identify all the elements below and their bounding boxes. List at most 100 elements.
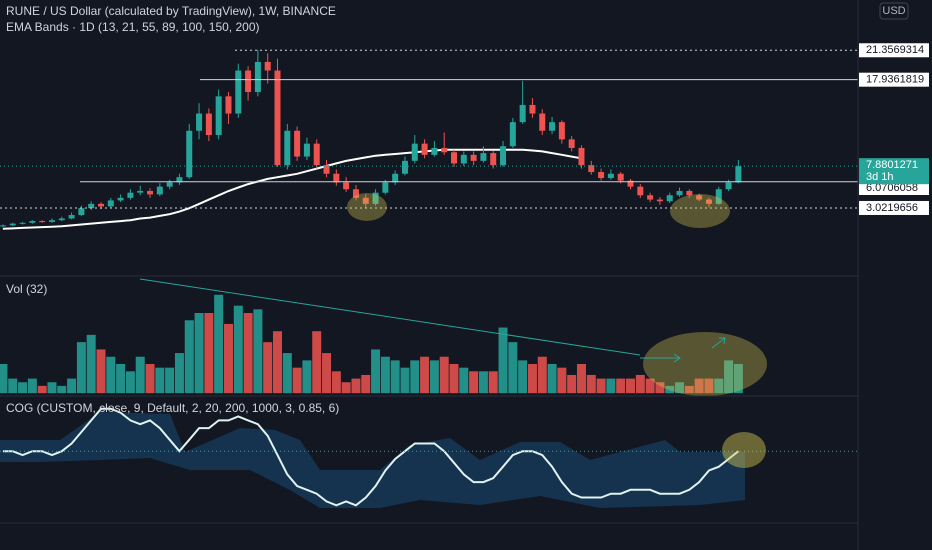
candle-body bbox=[500, 146, 507, 166]
trend-line bbox=[139, 278, 641, 356]
volume-bar bbox=[557, 367, 567, 394]
volume-bar bbox=[508, 342, 518, 394]
volume-bar bbox=[76, 342, 86, 394]
candle-body bbox=[323, 165, 330, 174]
volume-bar bbox=[733, 364, 743, 394]
candle-body bbox=[490, 153, 497, 166]
volume-bar bbox=[420, 356, 430, 394]
candle-body bbox=[431, 147, 438, 155]
volume-bar bbox=[223, 323, 233, 394]
volume-bar bbox=[586, 374, 596, 394]
candle-body bbox=[48, 220, 55, 222]
candle-body bbox=[666, 195, 673, 202]
candle-body bbox=[176, 177, 183, 183]
axis-layer: 21.3569314 17.9361819 6.0706058 3.0219656 7.… bbox=[859, 43, 929, 215]
candle-body bbox=[617, 173, 624, 181]
candle-body bbox=[117, 197, 124, 201]
volume-bar bbox=[165, 367, 175, 394]
volume-bar bbox=[694, 378, 704, 394]
volume-bar bbox=[684, 385, 694, 394]
candle-body bbox=[392, 173, 399, 183]
price-label-box bbox=[859, 72, 929, 87]
candle-body bbox=[137, 190, 144, 193]
volume-bar bbox=[67, 378, 77, 394]
volume-title: Vol (32) bbox=[6, 282, 47, 296]
candle-body bbox=[284, 130, 291, 166]
candle-body bbox=[205, 113, 212, 136]
candle-body bbox=[735, 166, 742, 183]
candle-body bbox=[264, 61, 271, 71]
volume-bar bbox=[155, 367, 165, 394]
volume-bar bbox=[498, 327, 508, 394]
candle-body bbox=[480, 153, 487, 161]
candle-body bbox=[196, 113, 203, 131]
candle-body bbox=[656, 199, 663, 202]
volume-bar bbox=[527, 364, 537, 394]
currency[interactable]: USD bbox=[882, 5, 905, 17]
candle-body bbox=[303, 143, 310, 157]
volume-bar bbox=[390, 360, 400, 394]
volume-bar bbox=[537, 356, 547, 394]
arrow bbox=[640, 353, 681, 363]
volume-bar bbox=[459, 367, 469, 394]
candle-body bbox=[58, 218, 65, 221]
candle-body bbox=[715, 189, 722, 204]
volume-bar bbox=[488, 371, 498, 394]
highlight bbox=[347, 193, 387, 221]
candle-body bbox=[29, 221, 36, 223]
candle-body bbox=[88, 203, 95, 209]
volume-bar bbox=[282, 353, 292, 394]
volume-bar bbox=[567, 374, 577, 394]
volume-bar bbox=[253, 309, 263, 394]
volume-bar bbox=[322, 353, 332, 394]
currency-box[interactable] bbox=[879, 2, 909, 20]
volume-bar bbox=[204, 312, 214, 394]
candle-body bbox=[156, 186, 163, 195]
volume-bar bbox=[704, 378, 714, 394]
candle-body bbox=[705, 199, 712, 204]
candle-body bbox=[696, 195, 703, 200]
candle-body bbox=[313, 143, 320, 166]
candle-body bbox=[166, 182, 173, 187]
volume-bar bbox=[263, 342, 273, 394]
volume-bar bbox=[243, 312, 253, 394]
volume-bar bbox=[469, 371, 479, 394]
candle-body bbox=[9, 223, 16, 226]
candle-body bbox=[225, 96, 232, 114]
candle-body bbox=[0, 225, 6, 227]
price-label: 21.3569314 bbox=[866, 44, 924, 56]
candle-body bbox=[372, 192, 379, 204]
candle-body bbox=[235, 70, 242, 114]
candle-body bbox=[39, 221, 46, 223]
volume-bar bbox=[18, 382, 28, 394]
volume-bar bbox=[449, 364, 459, 394]
candle-body bbox=[470, 154, 477, 161]
volume-bar bbox=[606, 378, 616, 394]
volume-bar bbox=[8, 378, 18, 394]
volume-bar bbox=[214, 294, 224, 394]
price-label: 6.0706058 bbox=[866, 182, 918, 194]
candle-body bbox=[676, 190, 683, 196]
candle-body bbox=[637, 186, 644, 196]
volume-bar bbox=[273, 331, 283, 394]
candle-body bbox=[97, 203, 104, 207]
candle-body bbox=[647, 195, 654, 200]
candle-body bbox=[558, 122, 565, 140]
candle-body bbox=[343, 182, 350, 190]
volume-bar bbox=[410, 360, 420, 394]
volume-bar bbox=[233, 305, 243, 394]
volume-bar bbox=[371, 349, 381, 394]
highlight bbox=[670, 194, 730, 228]
candle-body bbox=[578, 147, 585, 166]
candle-body bbox=[539, 113, 546, 131]
volume-bar bbox=[645, 378, 655, 394]
plot-layer bbox=[0, 49, 858, 507]
price-label-box bbox=[859, 200, 929, 215]
volume-bar bbox=[145, 364, 155, 394]
volume-bar bbox=[194, 312, 204, 394]
volume-bar bbox=[86, 334, 96, 394]
highlight bbox=[643, 332, 767, 396]
volume-bar bbox=[135, 356, 145, 394]
volume-bar bbox=[724, 360, 734, 394]
